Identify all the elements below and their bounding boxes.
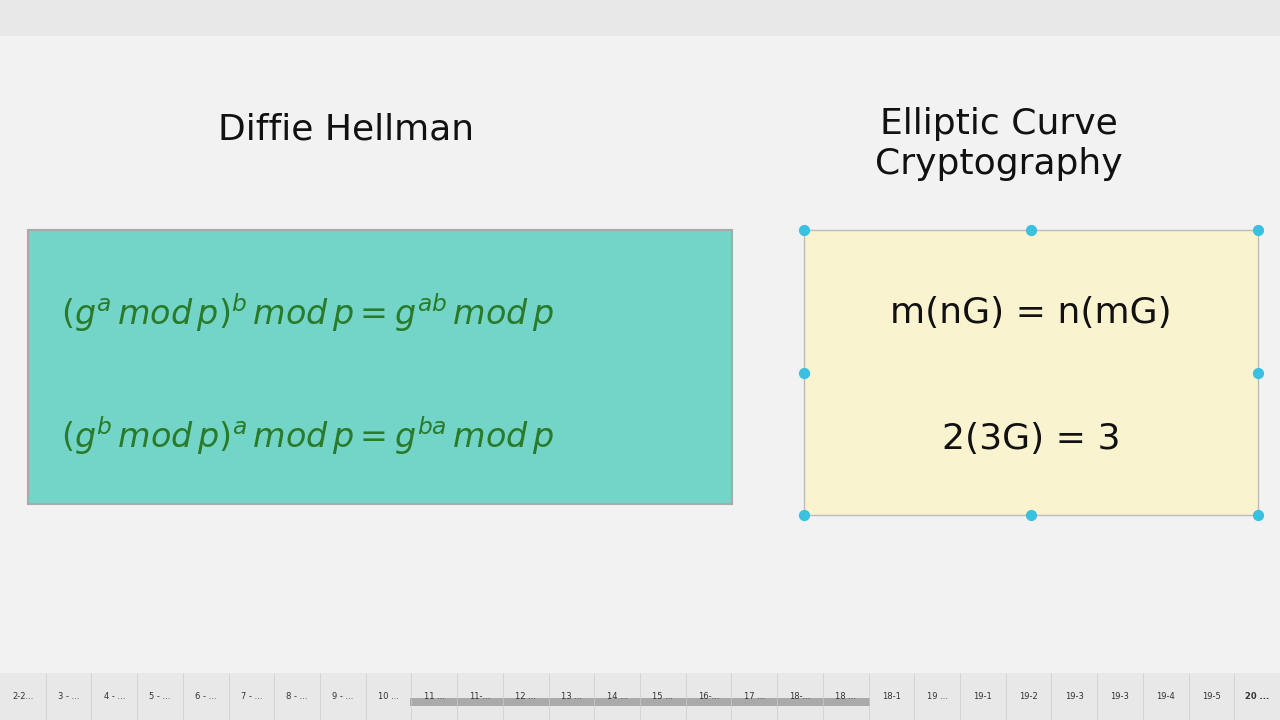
Bar (0, 673, 1280, 720)
Text: 18-1: 18-1 (882, 692, 901, 701)
Point (794, 367, 814, 379)
Text: 19-5: 19-5 (1202, 692, 1221, 701)
Text: 19 ...: 19 ... (927, 692, 947, 701)
Text: $(g^a\,\mathit{mod}\,p)^b\,\mathit{mod}\,p = g^{ab}\,\mathit{mod}\,p$: $(g^a\,\mathit{mod}\,p)^b\,\mathit{mod}\… (61, 292, 554, 335)
Point (1021, 225, 1042, 236)
Text: 8 - ...: 8 - ... (287, 692, 308, 701)
Text: 16-...: 16-... (698, 692, 719, 701)
Text: 4 - ...: 4 - ... (104, 692, 125, 701)
Text: 13 ...: 13 ... (561, 692, 582, 701)
Point (794, 509, 814, 521)
Point (1248, 367, 1268, 379)
Text: 18-...: 18-... (790, 692, 810, 701)
Text: m(nG) = n(mG): m(nG) = n(mG) (890, 296, 1172, 330)
Bar (0, 0, 1280, 36)
Text: 5 - ...: 5 - ... (150, 692, 170, 701)
Text: $(g^b\,\mathit{mod}\,p)^a\,\mathit{mod}\,p = g^{ba}\,\mathit{mod}\,p$: $(g^b\,\mathit{mod}\,p)^a\,\mathit{mod}\… (61, 414, 554, 457)
Text: 3 - ...: 3 - ... (58, 692, 79, 701)
Text: 19-4: 19-4 (1156, 692, 1175, 701)
Text: 12 ...: 12 ... (516, 692, 536, 701)
Text: 11 ...: 11 ... (424, 692, 444, 701)
Point (1248, 225, 1268, 236)
Text: 14 ...: 14 ... (607, 692, 627, 701)
Point (1021, 509, 1042, 521)
Text: 19-3: 19-3 (1065, 692, 1084, 701)
Text: 6 - ...: 6 - ... (195, 692, 216, 701)
FancyBboxPatch shape (804, 230, 1258, 515)
Text: Diffie Hellman: Diffie Hellman (218, 112, 474, 147)
Text: 2-2...: 2-2... (13, 692, 33, 701)
Text: 20 ...: 20 ... (1245, 692, 1270, 701)
Text: 10 ...: 10 ... (378, 692, 399, 701)
Text: 2(3G) = 3: 2(3G) = 3 (942, 422, 1120, 456)
Point (794, 225, 814, 236)
Text: 19-1: 19-1 (974, 692, 992, 701)
Point (1248, 509, 1268, 521)
Text: 17 ...: 17 ... (744, 692, 765, 701)
Text: 9 - ...: 9 - ... (333, 692, 353, 701)
Bar (410, 698, 870, 706)
FancyBboxPatch shape (28, 230, 732, 504)
Text: 19-3: 19-3 (1111, 692, 1129, 701)
Text: 15 ...: 15 ... (653, 692, 673, 701)
Text: 11-...: 11-... (470, 692, 490, 701)
Text: 18 ...: 18 ... (835, 692, 856, 701)
Text: 7 - ...: 7 - ... (241, 692, 262, 701)
Text: Elliptic Curve
Cryptography: Elliptic Curve Cryptography (874, 107, 1123, 181)
Text: 19-2: 19-2 (1019, 692, 1038, 701)
